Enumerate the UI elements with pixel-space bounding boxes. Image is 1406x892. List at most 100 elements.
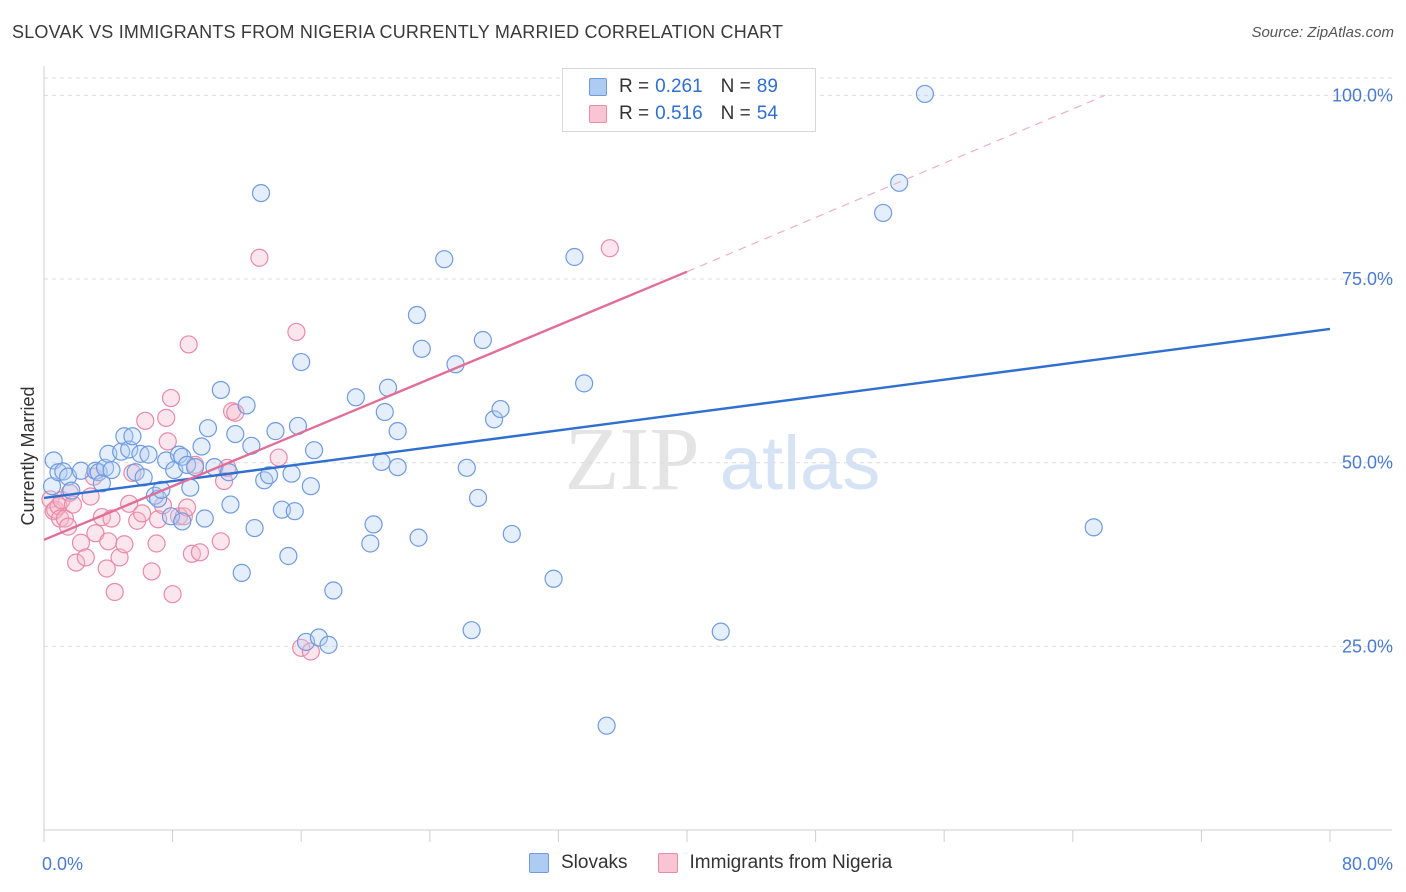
slovak-point [71, 461, 91, 480]
nigeria-point [147, 534, 166, 553]
slovak-point [259, 466, 279, 485]
nigeria-point [211, 532, 230, 551]
legend-r-label: R = [619, 103, 650, 124]
source-label: Source: ZipAtlas.com [1251, 24, 1394, 41]
legend-r-value-slovaks: 0.261 [655, 76, 703, 97]
slovak-point [301, 477, 320, 496]
slovak-point [544, 569, 563, 588]
slovak-point [375, 402, 394, 422]
axes [43, 66, 1392, 842]
legend-row-slovaks: R = 0.261 N = 89 [589, 75, 778, 99]
slovak-point [407, 305, 427, 325]
slovak-point [491, 399, 510, 419]
nigeria-trend-extension [686, 94, 1106, 273]
slovak-point [232, 563, 251, 582]
slovak-point [237, 396, 256, 415]
slovak-point [346, 388, 365, 407]
slovak-point [874, 203, 893, 223]
nigeria-point [99, 532, 118, 551]
nigeria-point [287, 322, 306, 342]
legend-swatch-slovaks [529, 853, 549, 873]
slovak-point [457, 458, 476, 477]
slovak-point [255, 471, 274, 490]
watermark-atlas: atlas [720, 421, 881, 506]
slovak-point [361, 534, 380, 553]
nigeria-point [105, 582, 124, 602]
slovak-point [485, 410, 504, 429]
slovak-point [54, 462, 73, 481]
legend-swatch-nigeria [657, 853, 678, 873]
slovak-point [319, 635, 338, 654]
slovak-point [292, 352, 311, 372]
slovak-point [211, 380, 230, 400]
slovak-point [192, 437, 211, 456]
nigeria-point [179, 335, 198, 354]
slovak-point [435, 250, 454, 269]
slovak-point [304, 441, 324, 460]
series-legend: Slovaks Immigrants from Nigeria [529, 852, 922, 874]
chart-title: SLOVAK VS IMMIGRANTS FROM NIGERIA CURREN… [12, 22, 784, 42]
y-tick-label: 25.0% [1342, 636, 1393, 656]
watermark: ZIP atlas [565, 410, 881, 509]
legend-n-label: N = [720, 103, 751, 124]
slovak-point [92, 474, 111, 493]
slovak-point [388, 458, 407, 477]
nigeria-point [86, 524, 105, 543]
series-slovaks [42, 84, 1103, 735]
nigeria-point [600, 239, 619, 258]
nigeria-point [136, 411, 155, 430]
slovak-point [139, 445, 158, 464]
legend-n-label: N = [720, 76, 751, 97]
legend-label-nigeria: Immigrants from Nigeria [689, 852, 893, 873]
nigeria-point [142, 562, 161, 581]
slovak-point [195, 509, 214, 528]
slovak-trend-line [43, 327, 1331, 500]
nigeria-point [177, 498, 197, 517]
legend-n-value-slovaks: 89 [756, 76, 778, 97]
grid [44, 77, 1392, 647]
slovak-point [309, 628, 328, 647]
y-tick-label: 100.0% [1332, 85, 1393, 105]
y-tick-label: 75.0% [1342, 269, 1393, 289]
slovak-point [565, 247, 584, 267]
slovak-point [473, 330, 492, 350]
slovak-point [49, 463, 68, 482]
legend-item-slovaks[interactable]: Slovaks [529, 852, 628, 874]
slovak-point [62, 481, 81, 500]
slovak-point [102, 460, 121, 480]
slovak-point [597, 716, 616, 735]
series-nigeria [41, 239, 619, 661]
legend-r-label: R = [619, 76, 650, 97]
nigeria-point [67, 553, 86, 572]
legend-swatch-nigeria [589, 105, 607, 123]
slovak-point [279, 546, 298, 566]
nigeria-point [115, 535, 134, 554]
y-tick-label: 50.0% [1342, 453, 1393, 473]
nigeria-point [157, 408, 176, 427]
nigeria-point [71, 533, 91, 552]
legend-swatch-slovaks [589, 78, 607, 96]
nigeria-point [190, 543, 210, 562]
nigeria-point [132, 504, 152, 523]
nigeria-point [158, 432, 177, 451]
slovak-point [575, 374, 594, 393]
x-tick-label-min: 0.0% [42, 854, 83, 874]
nigeria-point [63, 495, 83, 514]
nigeria-point [163, 585, 182, 604]
slovak-point [1084, 518, 1103, 537]
nigeria-point [161, 388, 181, 408]
slovak-point [251, 183, 271, 203]
slovak-point [266, 422, 285, 441]
legend-item-nigeria[interactable]: Immigrants from Nigeria [657, 852, 893, 874]
stats-legend: R = 0.261 N = 89 R = 0.516 N = 54 [562, 68, 816, 132]
legend-label-slovaks: Slovaks [561, 852, 628, 873]
slovak-point [285, 502, 304, 521]
slovak-point [388, 422, 407, 441]
slovak-point [468, 488, 488, 508]
nigeria-trend-line [43, 270, 688, 541]
legend-r-value-nigeria: 0.516 [655, 103, 703, 124]
tick-labels: 25.0% 50.0% 75.0% 100.0% 0.0% 80.0% [42, 85, 1393, 874]
slovak-point [282, 464, 301, 483]
slovak-point [245, 518, 264, 538]
